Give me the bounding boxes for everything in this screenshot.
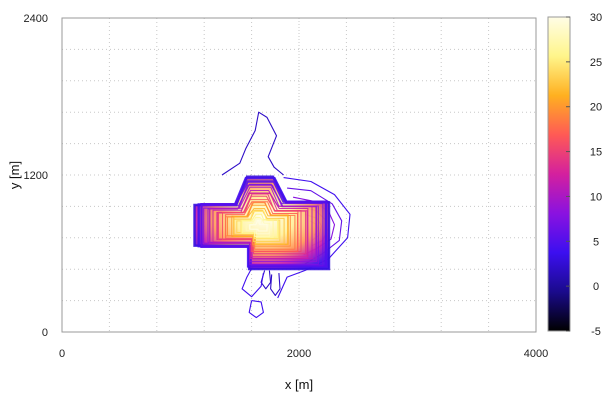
colorbar-tick-label: 30 xyxy=(590,12,602,24)
colorbar-tick-label: 0 xyxy=(593,281,599,293)
contour-line xyxy=(271,273,280,295)
x-axis-label: x [m] xyxy=(285,377,313,392)
y-axis-ticks: 0 1200 2400 xyxy=(24,13,48,339)
colorbar-tick-label: 15 xyxy=(590,147,602,159)
x-axis-ticks: 0 2000 4000 xyxy=(59,348,548,360)
x-tick-label: 0 xyxy=(59,348,65,360)
y-tick-label: 1200 xyxy=(24,170,48,182)
contour-line xyxy=(249,301,263,318)
colorbar-tick-label: 25 xyxy=(590,57,602,69)
y-tick-label: 2400 xyxy=(24,13,48,25)
x-tick-label: 2000 xyxy=(287,348,311,360)
colorbar-tick-label: 10 xyxy=(590,191,602,203)
x-tick-label: 4000 xyxy=(524,348,548,360)
colorbar-tick-label: -5 xyxy=(591,326,601,338)
contour-layer xyxy=(195,112,351,317)
y-tick-label: 0 xyxy=(42,327,48,339)
colorbar-tick-label: 20 xyxy=(590,102,602,114)
y-axis-label: y [m] xyxy=(7,161,22,189)
colorbar xyxy=(548,17,570,331)
grid-lines xyxy=(62,18,536,332)
colorbar-tick-label: 5 xyxy=(593,236,599,248)
colorbar-ticks: -5 0 5 10 15 20 25 30 xyxy=(566,12,602,338)
